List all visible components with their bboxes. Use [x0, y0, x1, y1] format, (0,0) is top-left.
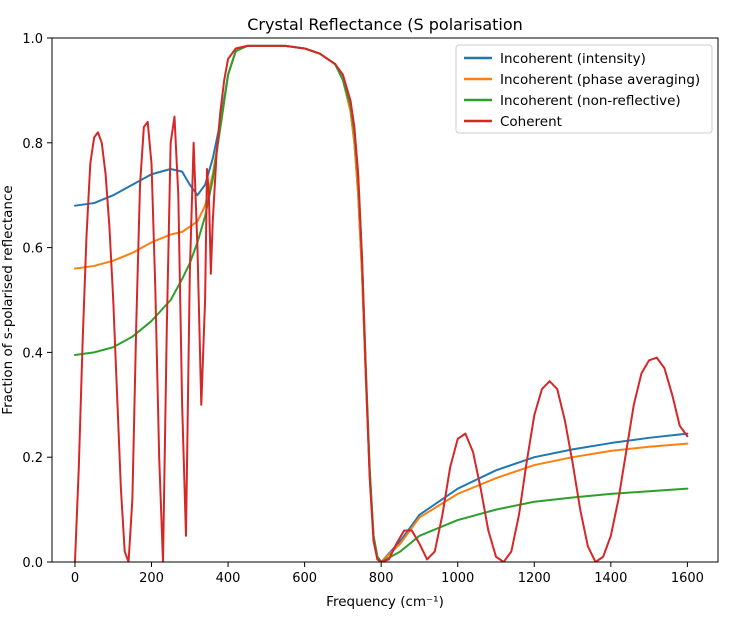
plot-frame [51, 37, 719, 563]
y-tick-label: 0.0 [22, 556, 43, 571]
x-tick-label: 400 [216, 571, 241, 586]
legend-entry: Coherent [500, 114, 562, 130]
series-layer [73, 44, 689, 562]
x-tick-label: 1400 [594, 571, 627, 586]
x-tick-label: 1000 [441, 571, 474, 586]
x-axis: 0 200 400 600 800 1000 1200 1400 1600 [71, 562, 704, 586]
legend-entry: Incoherent (phase averaging) [500, 72, 700, 88]
legend: Incoherent (intensity) Incoherent (phase … [455, 44, 713, 134]
series-line-4 [73, 44, 689, 562]
x-axis-label: Frequency (cm⁻¹) [326, 594, 444, 610]
y-tick-label: 0.6 [22, 242, 43, 257]
y-tick-label: 0.8 [22, 137, 43, 152]
x-tick-label: 800 [369, 571, 394, 586]
y-tick-label: 0.2 [22, 451, 43, 466]
legend-entry: Incoherent (non-reflective) [500, 93, 681, 109]
chart-title: Crystal Reflectance (S polarisation [247, 15, 523, 34]
x-tick-label: 1200 [518, 571, 551, 586]
x-tick-label: 1600 [671, 571, 704, 586]
y-axis: 0.0 0.2 0.4 0.6 0.8 1.0 [22, 32, 52, 571]
x-tick-label: 600 [292, 571, 317, 586]
y-tick-label: 0.4 [22, 346, 43, 361]
x-tick-label: 0 [71, 571, 79, 586]
y-tick-label: 1.0 [22, 32, 43, 47]
legend-box [455, 44, 713, 134]
x-tick-label: 200 [139, 571, 164, 586]
y-axis-label: Fraction of s-polarised reflectance [0, 185, 16, 414]
legend-entry: Incoherent (intensity) [500, 51, 646, 67]
